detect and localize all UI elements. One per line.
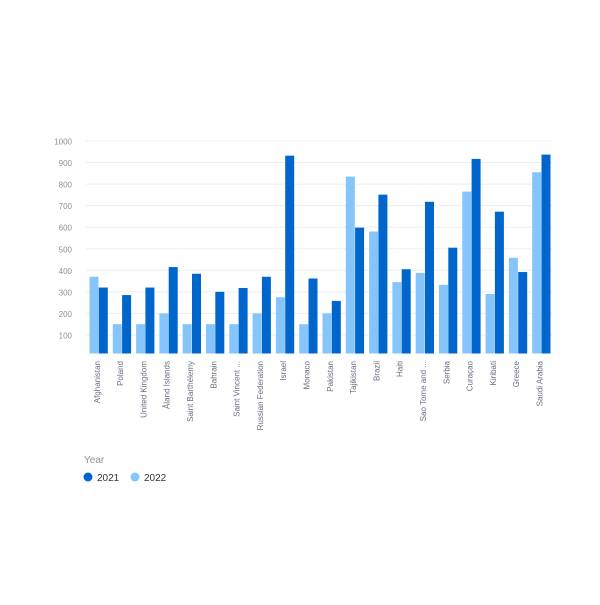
gridlines [86,140,552,336]
bar-2022[interactable] [112,324,122,354]
x-tick-label: Greece [512,360,521,387]
bar-2022[interactable] [369,231,379,354]
bar-2021[interactable] [168,267,178,354]
x-tick-label: Tajikistan [349,361,358,394]
x-tick-label: Afghanistan [93,361,102,403]
x-tick-label: Serbia [442,360,451,384]
bar-2022[interactable] [275,297,285,354]
bar-2022[interactable] [252,313,262,354]
bar-2021[interactable] [378,194,388,354]
x-tick-label: Curaçao [466,360,475,391]
y-tick-label: 500 [59,245,73,254]
bar-2021[interactable] [425,201,434,354]
bar-2022[interactable] [136,324,146,354]
bars [89,154,551,354]
bar-2022[interactable] [229,324,239,354]
bar-2022[interactable] [485,294,495,354]
bar-2022[interactable] [322,313,332,354]
bar-2022[interactable] [462,191,472,354]
bar-2021[interactable] [238,287,248,354]
bar-2022[interactable] [182,324,192,354]
legend: Year 2021 2022 [83,455,167,485]
bar-2022[interactable] [299,324,309,354]
bar-2021[interactable] [471,158,481,354]
y-tick-label: 600 [59,224,73,233]
x-axis: Afghanistan Poland United Kingdom Åland Isl… [93,360,545,430]
bar-2021[interactable] [285,155,295,354]
x-tick-label: Brazil [372,361,381,381]
x-tick-label: Saudi Arabia [536,360,545,406]
bar-2021[interactable] [308,278,318,354]
legend-marker-2021 [83,472,93,482]
bar-2022[interactable] [392,282,402,354]
x-tick-label: Saint Barthélemy [186,361,195,422]
legend-label-2022: 2022 [144,473,167,484]
x-tick-label: Haiti [396,361,405,377]
x-tick-label: Russian Federation [256,361,265,430]
bar-2021[interactable] [541,154,551,354]
legend-marker-2022 [130,472,140,482]
bar-2021[interactable] [518,272,528,354]
bar-2021[interactable] [494,211,504,354]
x-tick-label: Åland Islands [163,361,172,409]
x-tick-label: Monaco [303,360,312,389]
bar-2022[interactable] [206,324,215,354]
y-tick-label: 300 [59,288,73,297]
y-tick-label: 700 [59,202,73,211]
bar-2021[interactable] [145,287,155,354]
x-tick-label: Israel [279,361,288,381]
bar-2021[interactable] [331,300,341,354]
bar-2021[interactable] [401,269,411,354]
x-tick-label: United Kingdom [139,361,148,418]
bar-2021[interactable] [98,287,108,354]
y-tick-label: 200 [59,310,73,319]
bar-2021[interactable] [448,247,458,354]
bar-2021[interactable] [192,273,201,354]
legend-item-2022[interactable]: 2022 [130,472,167,485]
bar-2021[interactable] [355,227,365,354]
bar-2022[interactable] [159,313,169,354]
x-tick-label: Bahrain [209,361,218,389]
x-tick-label: Pakistan [326,361,335,392]
x-tick-label: Saint Vincent ... [233,361,242,417]
bar-2022[interactable] [439,284,448,354]
x-tick-label: Poland [116,361,125,386]
y-tick-label: 400 [59,267,73,276]
legend-title: Year [84,455,105,466]
x-tick-label: Kiribati [489,361,498,386]
legend-item-2021[interactable]: 2021 [83,472,120,485]
bar-2021[interactable] [261,276,271,354]
y-axis: 100 200 300 400 500 600 700 800 900 1000 [54,138,72,341]
bar-2022[interactable] [508,257,518,354]
y-tick-label: 900 [59,159,73,168]
bar-2022[interactable] [532,172,542,354]
y-tick-label: 800 [59,181,73,190]
bar-2021[interactable] [215,291,225,354]
bar-2022[interactable] [415,272,425,354]
legend-label-2021: 2021 [97,473,120,484]
x-tick-label: Sao Tome and ... [419,361,428,421]
bar-2022[interactable] [89,276,99,354]
bar-2022[interactable] [345,176,355,354]
y-tick-label: 100 [59,331,73,340]
bar-2021[interactable] [122,295,132,354]
y-tick-label: 1000 [54,138,72,147]
